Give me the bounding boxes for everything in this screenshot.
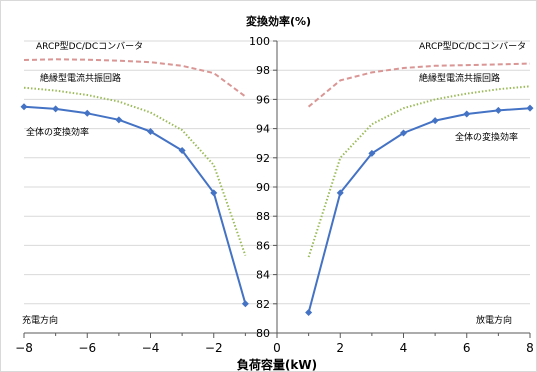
total-line-left [23,105,247,305]
x-tick-label: −4 [142,341,160,355]
total-point [431,117,439,125]
total-label-left: 全体の変換効率 [26,126,89,138]
total-label-right: 全体の変換効率 [455,131,518,143]
total-point [463,110,471,118]
x-axis-title: 負荷容量(kW) [237,357,317,372]
x-tick-label: 6 [463,341,471,355]
total-point [400,129,407,137]
total-point [241,300,249,308]
y-tick-label: 98 [256,64,270,77]
series [20,58,534,317]
total-point [83,109,91,117]
total-line-right [307,107,531,313]
total-point [526,104,534,112]
axes: −8 −6 −4 −2 0 2 4 6 8 80 82 84 86 88 90 92 94 96 98 100 [15,35,534,355]
y-tick-label: 94 [256,123,270,136]
arcp-label-left: ARCP型DC/DCコンバータ [36,41,143,52]
y-tick-label: 100 [249,35,270,48]
total-point [178,147,186,154]
y-tick-label: 90 [256,181,270,194]
resonant-line-left [23,86,247,256]
y-tick-label: 84 [256,269,270,282]
arcp-label-right: ARCP型DC/DCコンバータ [419,41,526,52]
total-point [336,189,344,197]
total-point [147,128,154,136]
total-point [305,309,313,317]
x-tick-label: 0 [273,341,281,355]
total-point [52,105,60,113]
charge-direction-label: 充電方向 [22,314,58,326]
arcp-line-right [307,62,531,108]
x-tick-label: −2 [205,341,223,355]
discharge-direction-label: 放電方向 [476,314,512,326]
y-tick-label: 80 [256,327,270,340]
x-tick-label: −6 [78,341,96,355]
total-point [494,106,502,114]
total-point [210,189,218,197]
resonant-label-right: 絶縁型電流共振回路 [419,72,500,84]
x-tick-label: 8 [526,341,534,355]
y-tick-label: 82 [256,298,270,311]
y-tick-label: 86 [256,239,270,252]
x-tick-label: −8 [15,341,33,355]
total-point [115,116,123,124]
annotations: 変換効率(%) 負荷容量(kW) ARCP型DC/DCコンバータ ARCP型DC… [22,14,526,372]
x-tick-label: 2 [336,341,344,355]
arcp-line-left [23,58,246,98]
total-point [368,149,376,157]
y-tick-label: 96 [256,93,270,106]
total-point [20,103,28,111]
y-tick-label: 92 [256,152,270,165]
y-tick-label: 88 [256,210,270,223]
y-axis-title: 変換効率(%) [246,14,311,28]
x-tick-label: 4 [400,341,408,355]
resonant-line-right [307,85,531,258]
resonant-label-left: 絶縁型電流共振回路 [40,72,121,84]
